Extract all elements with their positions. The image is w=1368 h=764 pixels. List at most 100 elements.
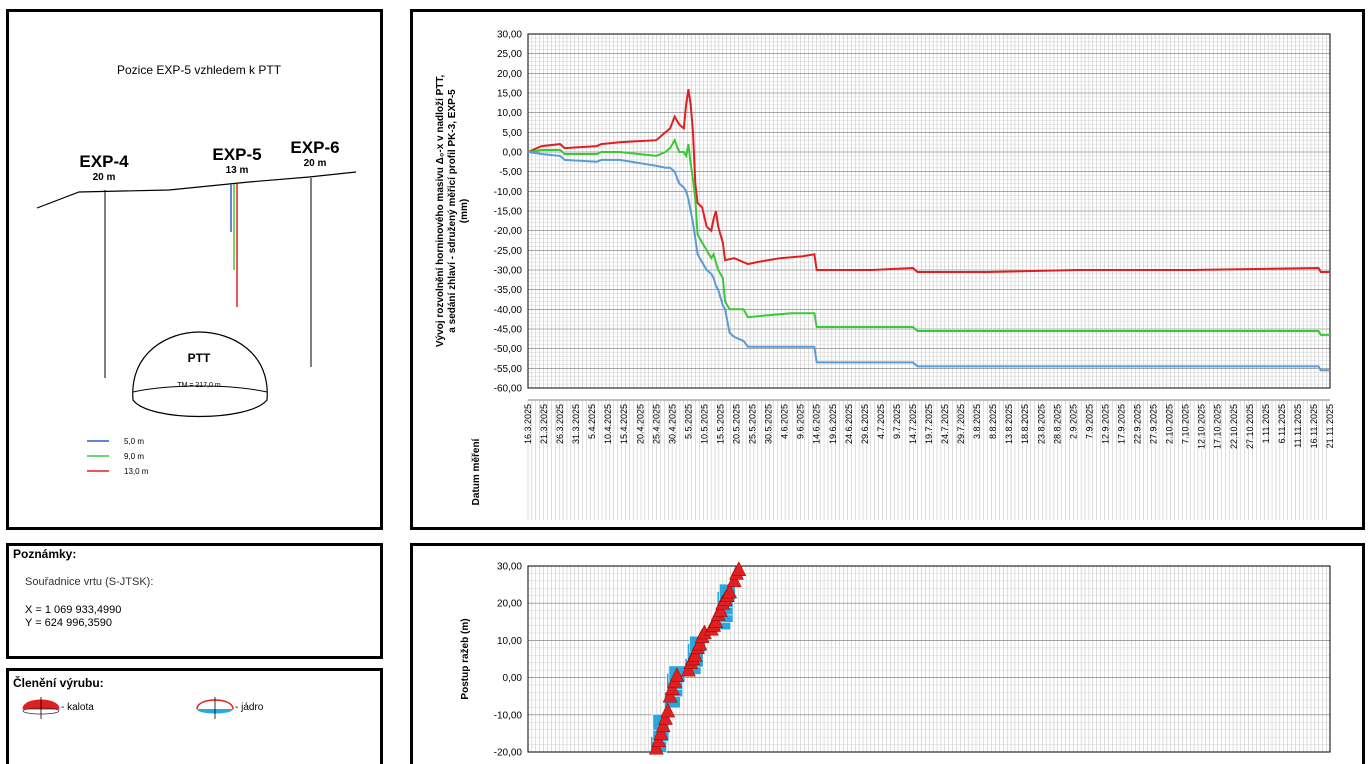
x-axis-title: Datum měření bbox=[471, 437, 482, 505]
x-tick-label: 9.6.2025 bbox=[796, 404, 806, 439]
x-tick-label: 19.6.2025 bbox=[828, 404, 838, 444]
x-tick-label: 22.10.2025 bbox=[1229, 404, 1239, 449]
x-tick-label: 15.4.2025 bbox=[619, 404, 629, 444]
y-tick-label: -5,00 bbox=[499, 167, 522, 178]
x-tick-label: 24.7.2025 bbox=[940, 404, 950, 444]
tunnel-tm: TM = 217,0 m bbox=[177, 382, 221, 389]
x-tick-label: 25.5.2025 bbox=[748, 404, 758, 444]
jadro-label: - jádro bbox=[235, 702, 264, 713]
x-tick-label: 1.11.2025 bbox=[1261, 404, 1271, 443]
kalota-marker bbox=[651, 732, 667, 748]
kalota-marker bbox=[722, 583, 738, 599]
kalota-marker bbox=[687, 646, 703, 662]
y-tick-label: -15,00 bbox=[494, 207, 523, 218]
x-tick-label: 17.10.2025 bbox=[1213, 404, 1223, 449]
x-tick-label: 27.9.2025 bbox=[1149, 404, 1159, 444]
y-tick-label: -40,00 bbox=[494, 305, 523, 316]
coord-x: X = 1 069 933,4990 bbox=[25, 604, 122, 616]
x-tick-label: 4.7.2025 bbox=[876, 404, 886, 439]
notes-title: Poznámky: bbox=[13, 547, 77, 561]
notes-panel: Poznámky: Souřadnice vrtu (S-JTSK): X = … bbox=[6, 543, 383, 659]
x-tick-label: 27.10.2025 bbox=[1245, 404, 1255, 449]
x-tick-label: 9.7.2025 bbox=[892, 404, 902, 439]
chart2-panel: 30,00 20,00 10,00 0,00 -10,00 -20,00 Postup ra… bbox=[410, 543, 1365, 764]
y-tick-label: 20,00 bbox=[497, 599, 522, 610]
x-tick-label: 16.11.2025 bbox=[1309, 404, 1319, 448]
y-tick-label: 20,00 bbox=[497, 69, 522, 80]
y-tick-label: -10,00 bbox=[494, 710, 523, 721]
y-tick-label: 30,00 bbox=[497, 30, 522, 41]
y-tick-label: -10,00 bbox=[494, 187, 523, 198]
x-tick-label: 2.10.2025 bbox=[1165, 404, 1175, 444]
y-tick-label: -20,00 bbox=[494, 748, 523, 759]
kalota-marker bbox=[648, 739, 664, 755]
x-tick-label: 12.10.2025 bbox=[1197, 404, 1207, 449]
x-tick-label: 10.5.2025 bbox=[699, 404, 709, 444]
x-tick-label: 18.8.2025 bbox=[1020, 404, 1030, 444]
kalota-marker bbox=[726, 572, 742, 588]
y-tick-label: -30,00 bbox=[494, 266, 523, 277]
position-panel: Pozice EXP-5 vzhledem k PTT EXP-4 20 m E… bbox=[6, 9, 383, 530]
position-title: Pozice EXP-5 vzhledem k PTT bbox=[117, 63, 282, 77]
kalota-marker bbox=[660, 702, 676, 718]
x-tick-label: 11.11.2025 bbox=[1293, 404, 1303, 448]
y-tick-label: 25,00 bbox=[497, 49, 522, 60]
kalota-marker bbox=[664, 680, 680, 696]
y-tick-label: 10,00 bbox=[497, 108, 522, 119]
coord-y: Y = 624 996,3590 bbox=[25, 617, 112, 629]
y-tick-label: -25,00 bbox=[494, 246, 523, 257]
x-tick-label: 25.4.2025 bbox=[651, 404, 661, 444]
plot-frame bbox=[527, 565, 1331, 753]
position-diagram: Pozice EXP-5 vzhledem k PTT EXP-4 20 m E… bbox=[36, 63, 357, 476]
x-tick-label: 24.6.2025 bbox=[844, 404, 854, 444]
series-line-0 bbox=[527, 88, 1330, 273]
excavation-panel: Členění výrubu: - kalota - jádro bbox=[6, 668, 383, 764]
deformation-chart: 30,00 25,00 20,00 15,00 10,00 5,00 0,00 -5,00 -1… bbox=[435, 30, 1335, 520]
excavation-progress-chart: 30,00 20,00 10,00 0,00 -10,00 -20,00 Postup ra… bbox=[460, 561, 1331, 759]
x-tick-label: 31.3.2025 bbox=[571, 404, 581, 444]
ground-line bbox=[36, 171, 357, 209]
x-tick-label: 29.6.2025 bbox=[860, 404, 870, 444]
x-tick-label: 30.4.2025 bbox=[667, 404, 677, 444]
borehole-depth-exp4: 20 m bbox=[93, 172, 116, 183]
borehole-label-exp5: EXP-5 bbox=[212, 145, 261, 164]
x-tick-label: 8.8.2025 bbox=[988, 404, 998, 439]
borehole-depth-exp6: 20 m bbox=[304, 158, 327, 169]
legend-label-9m: 9,0 m bbox=[124, 452, 144, 461]
y-tick-label: 30,00 bbox=[497, 562, 522, 573]
x-tick-label: 19.7.2025 bbox=[924, 404, 934, 444]
series-line-1 bbox=[527, 137, 1330, 336]
x-tick-label: 4.6.2025 bbox=[780, 404, 790, 439]
x-tick-label: 26.3.2025 bbox=[555, 404, 565, 444]
y-tick-label: 5,00 bbox=[503, 128, 523, 139]
x-tick-label: 20.5.2025 bbox=[732, 404, 742, 444]
x-tick-label: 14.7.2025 bbox=[908, 404, 918, 444]
x-tick-label: 15.5.2025 bbox=[715, 404, 725, 444]
kalota-marker bbox=[669, 667, 685, 682]
x-tick-label: 14.6.2025 bbox=[812, 404, 822, 444]
borehole-label-exp4: EXP-4 bbox=[79, 152, 129, 171]
y-tick-label: 15,00 bbox=[497, 89, 522, 100]
y-tick-label: -20,00 bbox=[494, 226, 523, 237]
kalota-marker bbox=[653, 724, 669, 740]
x-tick-label: 6.11.2025 bbox=[1277, 404, 1287, 443]
x-tick-label: 21.3.2025 bbox=[539, 404, 549, 444]
y-tick-label: -55,00 bbox=[494, 364, 523, 375]
x-tick-label: 23.8.2025 bbox=[1036, 404, 1046, 444]
y-tick-label: -50,00 bbox=[494, 344, 523, 355]
x-tick-label: 5.5.2025 bbox=[683, 404, 693, 439]
y-axis-title: Postup ražeb (m) bbox=[460, 618, 471, 699]
x-tick-label: 29.7.2025 bbox=[956, 404, 966, 444]
x-tick-label: 7.9.2025 bbox=[1084, 404, 1094, 439]
kalota-icon bbox=[22, 697, 60, 719]
x-tick-label: 7.10.2025 bbox=[1181, 404, 1191, 444]
y-tick-label: 0,00 bbox=[503, 148, 523, 159]
tunnel-label: PTT bbox=[188, 351, 211, 365]
legend-label-5m: 5,0 m bbox=[124, 437, 144, 446]
borehole-depth-exp5: 13 m bbox=[226, 165, 249, 176]
kalota-marker bbox=[692, 635, 708, 651]
kalota-label: - kalota bbox=[61, 702, 94, 713]
kalota-marker bbox=[658, 709, 673, 725]
x-tick-label: 21.11.2025 bbox=[1325, 404, 1335, 448]
x-tick-label: 30.5.2025 bbox=[764, 404, 774, 444]
